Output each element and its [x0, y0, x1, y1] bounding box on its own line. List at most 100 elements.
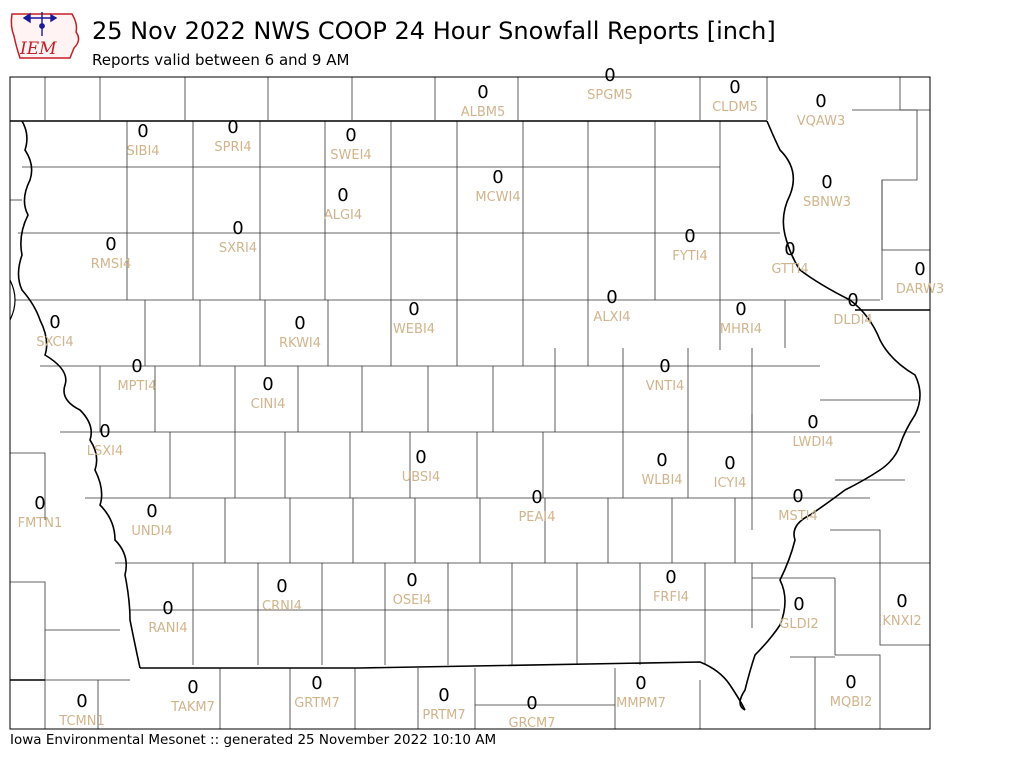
snowfall-value: 0 [784, 239, 795, 260]
report-labels: 0 ALBM5 0 SPGM5 0 CLDM5 0 VQAW3 0 SIBI4 0 SPRI4 0 SWE… [18, 65, 944, 731]
station-id: PRTM7 [422, 708, 465, 723]
station-report: 0 SPRI4 [214, 117, 251, 155]
station-id: SPGM5 [587, 88, 633, 103]
station-id: UBSI4 [402, 470, 441, 485]
station-id: VQAW3 [797, 114, 845, 129]
station-id: ICYI4 [714, 476, 747, 491]
snowfall-value: 0 [105, 234, 116, 255]
station-id: RKWI4 [279, 336, 321, 351]
station-report: 0 MQBI2 [830, 672, 872, 710]
station-id: VNTI4 [646, 379, 685, 394]
map-title: 25 Nov 2022 NWS COOP 24 Hour Snowfall Re… [92, 17, 776, 45]
station-report: 0 CLDM5 [712, 77, 758, 115]
snowfall-value: 0 [492, 167, 503, 188]
station-report: 0 ALXI4 [593, 287, 630, 325]
station-id: MHRI4 [720, 322, 762, 337]
map-frame [9, 76, 931, 730]
snowfall-value: 0 [227, 117, 238, 138]
map-subtitle: Reports valid between 6 and 9 AM [92, 51, 350, 69]
station-id: RMSI4 [91, 257, 132, 272]
station-report: 0 RANI4 [148, 598, 187, 636]
snowfall-value: 0 [914, 259, 925, 280]
station-report: 0 GTTI4 [771, 239, 808, 277]
station-id: KNXI2 [882, 614, 921, 629]
snowfall-value: 0 [406, 570, 417, 591]
snowfall-value: 0 [294, 313, 305, 334]
snowfall-value: 0 [477, 82, 488, 103]
station-report: 0 WEBI4 [393, 299, 435, 337]
station-id: CRNI4 [262, 599, 302, 614]
station-report: 0 UBSI4 [402, 447, 441, 485]
snowfall-value: 0 [793, 594, 804, 615]
snowfall-value: 0 [276, 576, 287, 597]
station-report: 0 VQAW3 [797, 91, 845, 129]
station-report: 0 MPTI4 [117, 356, 156, 394]
station-report: 0 CINI4 [251, 374, 286, 412]
station-id: PEAI4 [518, 510, 555, 525]
snowfall-value: 0 [821, 172, 832, 193]
station-id: MQBI2 [830, 695, 872, 710]
station-id: ALXI4 [593, 310, 630, 325]
snowfall-value: 0 [729, 77, 740, 98]
station-id: GTTI4 [771, 262, 808, 277]
snowfall-value: 0 [665, 567, 676, 588]
station-id: SBNW3 [803, 195, 851, 210]
station-id: FYTI4 [672, 249, 707, 264]
station-report: 0 SBNW3 [803, 172, 851, 210]
station-report: 0 MMPM7 [616, 673, 666, 711]
station-report: 0 SXCI4 [36, 312, 73, 350]
snowfall-value: 0 [187, 677, 198, 698]
station-id: UNDI4 [131, 524, 172, 539]
station-report: 0 SIBI4 [126, 121, 159, 159]
snowfall-value: 0 [99, 421, 110, 442]
station-id: SIBI4 [126, 144, 159, 159]
station-id: RANI4 [148, 621, 187, 636]
station-report: 0 FRFI4 [653, 567, 689, 605]
station-report: 0 KNXI2 [882, 591, 921, 629]
station-report: 0 LSXI4 [87, 421, 124, 459]
snowfall-value: 0 [847, 290, 858, 311]
station-id: LWDI4 [792, 435, 833, 450]
station-report: 0 VNTI4 [646, 356, 685, 394]
snowfall-value: 0 [34, 493, 45, 514]
station-report: 0 MHRI4 [720, 299, 762, 337]
snowfall-value: 0 [735, 299, 746, 320]
station-id: LSXI4 [87, 444, 124, 459]
station-report: 0 OSEI4 [393, 570, 432, 608]
station-report: 0 PEAI4 [518, 487, 555, 525]
station-report: 0 MCWI4 [475, 167, 520, 205]
station-id: DLDI4 [833, 313, 872, 328]
snowfall-value: 0 [415, 447, 426, 468]
station-report: 0 SWEI4 [330, 125, 371, 163]
station-report: 0 DLDI4 [833, 290, 872, 328]
station-report: 0 TAKM7 [170, 677, 215, 715]
snowfall-value: 0 [815, 91, 826, 112]
station-id: TAKM7 [170, 700, 215, 715]
station-id: CLDM5 [712, 100, 758, 115]
snowfall-value: 0 [146, 501, 157, 522]
station-id: DARW3 [896, 282, 944, 297]
snowfall-value: 0 [606, 287, 617, 308]
station-report: 0 ICYI4 [714, 453, 747, 491]
snowfall-value: 0 [656, 450, 667, 471]
iowa-shape-icon [10, 13, 80, 59]
snowfall-value: 0 [345, 125, 356, 146]
snowfall-value: 0 [262, 374, 273, 395]
snowfall-value: 0 [531, 487, 542, 508]
station-report: 0 SXRI4 [219, 218, 257, 256]
snowfall-value: 0 [131, 356, 142, 377]
station-id: MPTI4 [117, 379, 156, 394]
snowfall-value: 0 [845, 672, 856, 693]
snowfall-value: 0 [311, 673, 322, 694]
snowfall-value: 0 [659, 356, 670, 377]
station-id: MSTI4 [778, 509, 818, 524]
station-report: 0 UNDI4 [131, 501, 172, 539]
state-borders [10, 120, 930, 711]
station-report: 0 FYTI4 [672, 226, 707, 264]
station-id: OSEI4 [393, 593, 432, 608]
station-report: 0 ALGI4 [324, 185, 362, 223]
station-report: 0 MSTI4 [778, 486, 818, 524]
station-id: CINI4 [251, 397, 286, 412]
station-report: 0 GLDI2 [779, 594, 818, 632]
